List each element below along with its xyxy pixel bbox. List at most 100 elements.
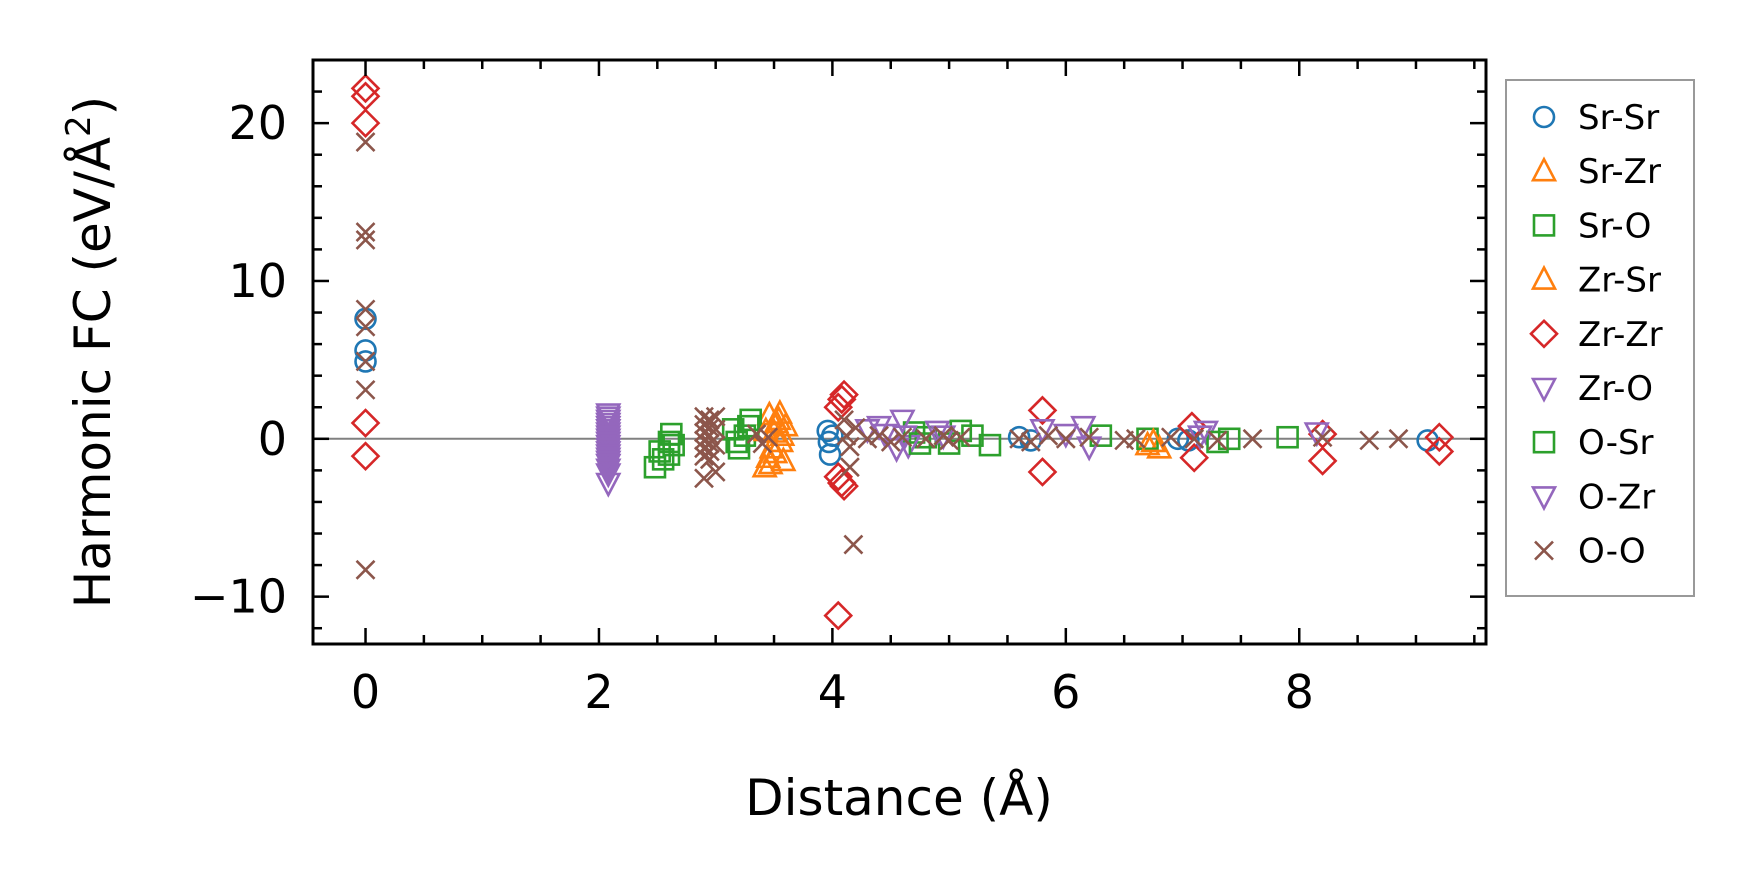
data-point: [355, 559, 376, 580]
data-point: [651, 448, 675, 471]
data-point: [978, 433, 1002, 457]
data-point: [823, 392, 854, 423]
data-point: [823, 600, 854, 631]
data-point: [355, 222, 376, 242]
data-point: [1038, 425, 1059, 446]
data-point: [769, 420, 796, 446]
data-point: [350, 441, 381, 472]
legend-label: Sr-Sr: [1578, 98, 1659, 138]
data-point: [889, 409, 916, 435]
data-point: [354, 350, 377, 373]
data-point: [1020, 432, 1041, 452]
legend-marker: [1532, 105, 1556, 129]
data-point: [915, 428, 936, 449]
data-point: [1070, 415, 1097, 441]
data-point: [350, 108, 381, 138]
data-point: [823, 461, 854, 492]
data-point: [937, 432, 961, 455]
data-point: [1160, 427, 1181, 448]
y-tick-label: 10: [228, 254, 287, 308]
x-tick-label: 8: [1285, 665, 1314, 719]
data-point: [1242, 428, 1263, 449]
data-point: [770, 446, 797, 472]
data-point: [355, 351, 376, 372]
series-o-o: [355, 132, 1409, 580]
data-point: [1424, 436, 1455, 467]
data-point: [1307, 446, 1338, 476]
data-point: [699, 433, 720, 454]
data-point: [699, 449, 720, 470]
legend-marker: [1530, 156, 1558, 182]
data-point: [1076, 436, 1103, 462]
data-point: [595, 458, 622, 484]
legend-marker: [1530, 377, 1558, 403]
data-point: [699, 409, 720, 430]
legend-entry: Zr-O: [1530, 369, 1653, 409]
legend-label: Zr-Zr: [1578, 315, 1663, 355]
data-point: [869, 425, 889, 446]
data-point: [737, 414, 760, 438]
data-point: [595, 412, 622, 438]
series-zr-zr: [350, 73, 1455, 631]
data-point: [1140, 427, 1167, 453]
data-point: [1029, 419, 1056, 445]
data-point: [595, 419, 622, 445]
data-point: [950, 427, 971, 448]
data-point: [705, 462, 726, 482]
data-point: [834, 409, 854, 430]
series-o-zr: [595, 406, 1214, 484]
legend-entry: Zr-Sr: [1530, 261, 1661, 301]
legend-entry: O-O: [1534, 532, 1646, 572]
data-point: [1146, 433, 1173, 459]
y-axis-title: Harmonic FC (eV/Å2): [59, 96, 122, 608]
x-tick-label: 2: [584, 665, 613, 719]
data-point: [350, 81, 381, 112]
legend-marker: [1529, 318, 1559, 349]
data-point: [1027, 395, 1058, 426]
legend-entry: Zr-Zr: [1529, 315, 1663, 355]
legend: Sr-Sr Sr-Zr Sr-O Zr-Sr Zr-Zr Zr-O O-Sr O-Zr O-O: [1505, 79, 1695, 597]
x-axis-title: Distance (Å): [745, 769, 1053, 827]
legend-label: Zr-O: [1578, 369, 1653, 409]
legend-entry: Sr-Zr: [1530, 152, 1661, 192]
data-point: [1206, 430, 1229, 454]
data-point: [1179, 442, 1210, 473]
data-point: [694, 468, 714, 489]
legend-label: O-Zr: [1578, 477, 1655, 517]
legend-entry: O-Sr: [1532, 423, 1654, 463]
legend-label: O-Sr: [1578, 423, 1654, 463]
data-point: [1052, 423, 1079, 449]
y-tick-label: −10: [190, 570, 287, 624]
data-point: [818, 443, 842, 466]
data-point: [595, 425, 622, 451]
data-point: [746, 424, 767, 444]
data-point: [1276, 425, 1299, 449]
data-point: [857, 428, 878, 449]
y-axis-title-main: Harmonic FC (eV/Å: [64, 137, 122, 608]
plot-frame: [311, 58, 1488, 646]
data-point: [1359, 430, 1380, 451]
data-point: [758, 427, 779, 448]
data-point: [839, 457, 860, 478]
legend-marker: [1534, 540, 1554, 561]
data-point: [1207, 430, 1228, 451]
tick-marks: [313, 58, 1486, 644]
y-axis-title-superscript: 2: [59, 115, 99, 137]
data-point: [880, 432, 901, 452]
legend-label: Sr-O: [1578, 206, 1651, 246]
data-point: [355, 132, 376, 152]
data-point: [816, 419, 840, 443]
data-point: [1079, 427, 1100, 448]
data-point: [355, 299, 376, 320]
data-point: [1027, 457, 1058, 487]
y-tick-label: 20: [228, 96, 287, 150]
data-point: [595, 450, 622, 476]
data-point: [821, 424, 844, 447]
data-point: [1009, 428, 1030, 449]
legend-entry: Sr-Sr: [1532, 98, 1659, 138]
legend-entry: Sr-O: [1532, 206, 1651, 246]
data-point: [1424, 422, 1455, 453]
legend-entry: O-Zr: [1530, 477, 1655, 517]
data-point: [1312, 427, 1333, 448]
